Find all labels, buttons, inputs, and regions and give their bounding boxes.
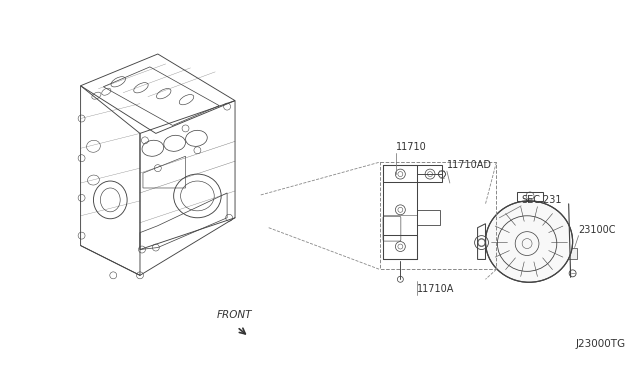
- Text: 11710A: 11710A: [417, 284, 454, 294]
- Text: FRONT: FRONT: [217, 310, 253, 320]
- Text: J23000TG: J23000TG: [575, 339, 626, 349]
- Text: 11710: 11710: [396, 142, 427, 152]
- Ellipse shape: [486, 201, 573, 282]
- Text: SEC.231: SEC.231: [521, 195, 562, 205]
- Bar: [566, 247, 577, 259]
- Text: 23100C: 23100C: [579, 225, 616, 235]
- Text: 11710AD: 11710AD: [447, 160, 492, 170]
